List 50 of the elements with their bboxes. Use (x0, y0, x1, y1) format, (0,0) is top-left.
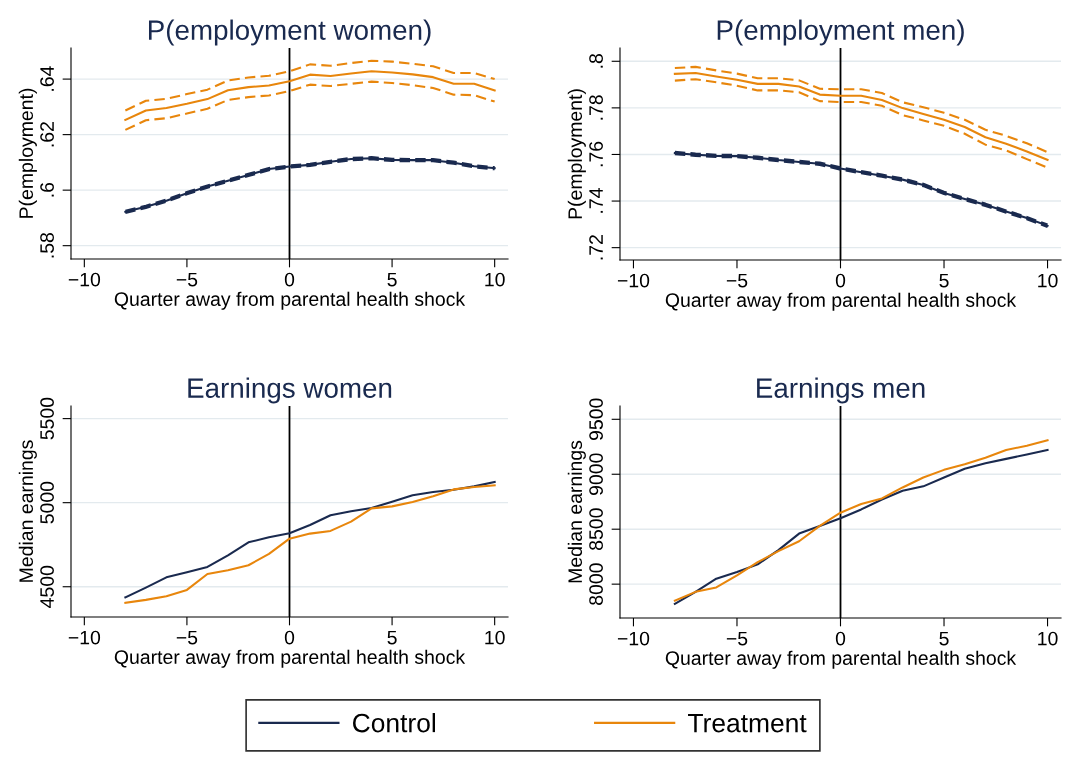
y-tick-label: .74 (589, 188, 603, 213)
x-tick-label: −5 (726, 273, 748, 288)
x-tick-label: 0 (835, 631, 846, 646)
y-tick-label: 8500 (589, 508, 603, 550)
x-axis-title: Quarter away from parental health shock (114, 649, 466, 668)
x-axis-title: Quarter away from parental health shock (665, 292, 1017, 311)
x-tick-label: −10 (617, 631, 650, 646)
legend-label: Treatment (688, 713, 807, 733)
x-tick-label: 10 (485, 272, 505, 287)
y-tick-label: .78 (589, 95, 603, 120)
chart-title: P(employment men) (717, 19, 964, 46)
x-tick-label: −5 (726, 631, 748, 646)
x-tick-label: −5 (176, 272, 198, 287)
y-axis-title: P(employment) (567, 89, 586, 219)
y-tick-label: 9000 (589, 453, 603, 495)
x-tick-label: 10 (1038, 631, 1058, 646)
y-tick-label: .6 (40, 182, 54, 197)
y-tick-label: .72 (589, 235, 603, 260)
chart-title: Earnings men (757, 377, 925, 404)
x-tick-label: 0 (835, 273, 846, 288)
x-axis-title: Quarter away from parental health shock (665, 650, 1017, 669)
x-tick-label: −10 (68, 272, 101, 287)
y-tick-label: 5500 (40, 397, 54, 440)
x-tick-label: 0 (284, 630, 295, 645)
x-tick-label: 5 (387, 630, 397, 645)
y-axis-title: Median earnings (18, 440, 37, 582)
x-tick-label: −10 (617, 273, 650, 288)
y-tick-label: .8 (589, 54, 603, 68)
x-tick-label: 10 (485, 630, 505, 645)
x-tick-label: 5 (387, 272, 397, 287)
x-tick-label: −10 (68, 630, 101, 645)
y-tick-label: .76 (589, 141, 603, 167)
y-tick-label: .64 (40, 66, 54, 91)
y-tick-label: .58 (40, 233, 54, 258)
x-tick-label: 0 (284, 272, 295, 287)
x-tick-label: −5 (176, 630, 198, 645)
y-axis-title: P(employment) (18, 88, 37, 218)
legend-label: Control (353, 713, 435, 733)
x-tick-label: 10 (1038, 273, 1058, 288)
x-tick-label: 5 (939, 273, 949, 288)
x-tick-label: 5 (939, 631, 949, 646)
y-tick-label: 5000 (40, 481, 54, 524)
y-tick-label: .62 (40, 122, 54, 147)
chart-title: P(employment women) (148, 19, 431, 46)
y-tick-label: 8000 (589, 563, 603, 605)
chart-title: Earnings women (188, 377, 392, 404)
y-tick-label: 4500 (40, 565, 54, 608)
y-axis-title: Median earnings (567, 440, 586, 583)
y-tick-label: 9500 (589, 398, 603, 441)
x-axis-title: Quarter away from parental health shock (114, 291, 466, 310)
